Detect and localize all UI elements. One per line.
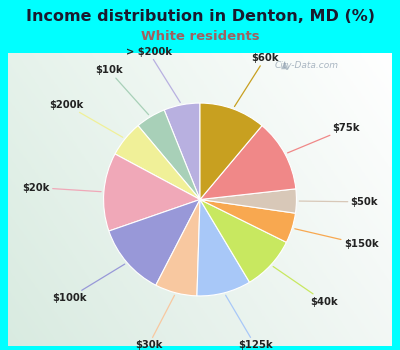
Text: White residents: White residents	[141, 30, 259, 43]
Text: $50k: $50k	[299, 197, 378, 207]
Wedge shape	[164, 103, 200, 200]
Wedge shape	[115, 126, 200, 200]
Wedge shape	[200, 126, 296, 200]
Wedge shape	[197, 199, 250, 296]
Text: $200k: $200k	[49, 100, 123, 137]
Text: $75k: $75k	[288, 124, 360, 153]
Text: > $200k: > $200k	[126, 47, 180, 103]
Wedge shape	[200, 103, 262, 200]
Wedge shape	[104, 154, 200, 231]
Text: $100k: $100k	[52, 264, 125, 303]
Text: $20k: $20k	[22, 183, 101, 193]
Wedge shape	[109, 199, 200, 285]
Text: $40k: $40k	[273, 266, 338, 307]
Wedge shape	[200, 199, 296, 242]
Text: Income distribution in Denton, MD (%): Income distribution in Denton, MD (%)	[26, 9, 374, 24]
Text: $150k: $150k	[295, 229, 378, 249]
Wedge shape	[156, 199, 200, 296]
Wedge shape	[200, 189, 296, 213]
Text: City-Data.com: City-Data.com	[274, 61, 338, 70]
Text: $30k: $30k	[135, 295, 174, 350]
Wedge shape	[138, 110, 200, 200]
Text: $125k: $125k	[226, 295, 272, 350]
Wedge shape	[200, 199, 286, 282]
Text: $10k: $10k	[95, 65, 149, 115]
Text: $60k: $60k	[234, 53, 279, 106]
Text: ▲: ▲	[281, 60, 288, 70]
